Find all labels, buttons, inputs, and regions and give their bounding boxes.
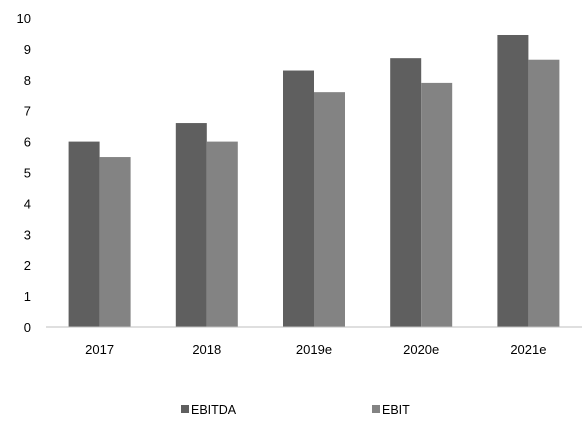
y-tick-label: 4 <box>24 196 31 211</box>
y-tick-label: 9 <box>24 42 31 57</box>
y-tick-label: 0 <box>24 320 31 335</box>
bar-ebitda-2018 <box>175 123 207 327</box>
y-tick-label: 1 <box>24 289 31 304</box>
bar-ebit-2019e <box>314 92 345 327</box>
legend-label-ebitda: EBITDA <box>191 403 237 417</box>
bar-ebitda-2020e <box>390 58 422 328</box>
bars <box>68 34 560 328</box>
x-tick-label: 2021e <box>510 342 546 357</box>
x-tick-label: 2019e <box>296 342 332 357</box>
x-axis-labels: 2017 2018 2019e 2020e 2021e <box>85 342 546 357</box>
y-tick-label: 7 <box>24 104 31 119</box>
x-tick-label: 2017 <box>85 342 114 357</box>
bar-ebit-2018 <box>206 141 238 327</box>
bar-ebitda-2017 <box>68 141 100 327</box>
legend: EBITDA EBIT <box>181 403 410 417</box>
x-tick-label: 2018 <box>192 342 221 357</box>
y-tick-label: 5 <box>24 166 31 181</box>
y-tick-label: 2 <box>24 258 31 273</box>
bar-ebit-2017 <box>99 157 131 327</box>
x-tick-label: 2020e <box>403 342 439 357</box>
y-tick-label: 10 <box>17 11 31 26</box>
y-axis-ticks: 0 1 2 3 4 5 6 7 8 9 10 <box>17 11 31 335</box>
legend-swatch-ebitda <box>181 405 189 413</box>
legend-label-ebit: EBIT <box>382 403 410 417</box>
legend-swatch-ebit <box>372 405 380 413</box>
bar-ebitda-2019e <box>283 70 314 327</box>
y-tick-label: 8 <box>24 73 31 88</box>
bar-ebit-2020e <box>421 82 453 327</box>
y-tick-label: 6 <box>24 135 31 150</box>
y-tick-label: 3 <box>24 227 31 242</box>
bar-ebitda-2021e <box>497 34 529 328</box>
bar-ebit-2021e <box>528 59 560 328</box>
